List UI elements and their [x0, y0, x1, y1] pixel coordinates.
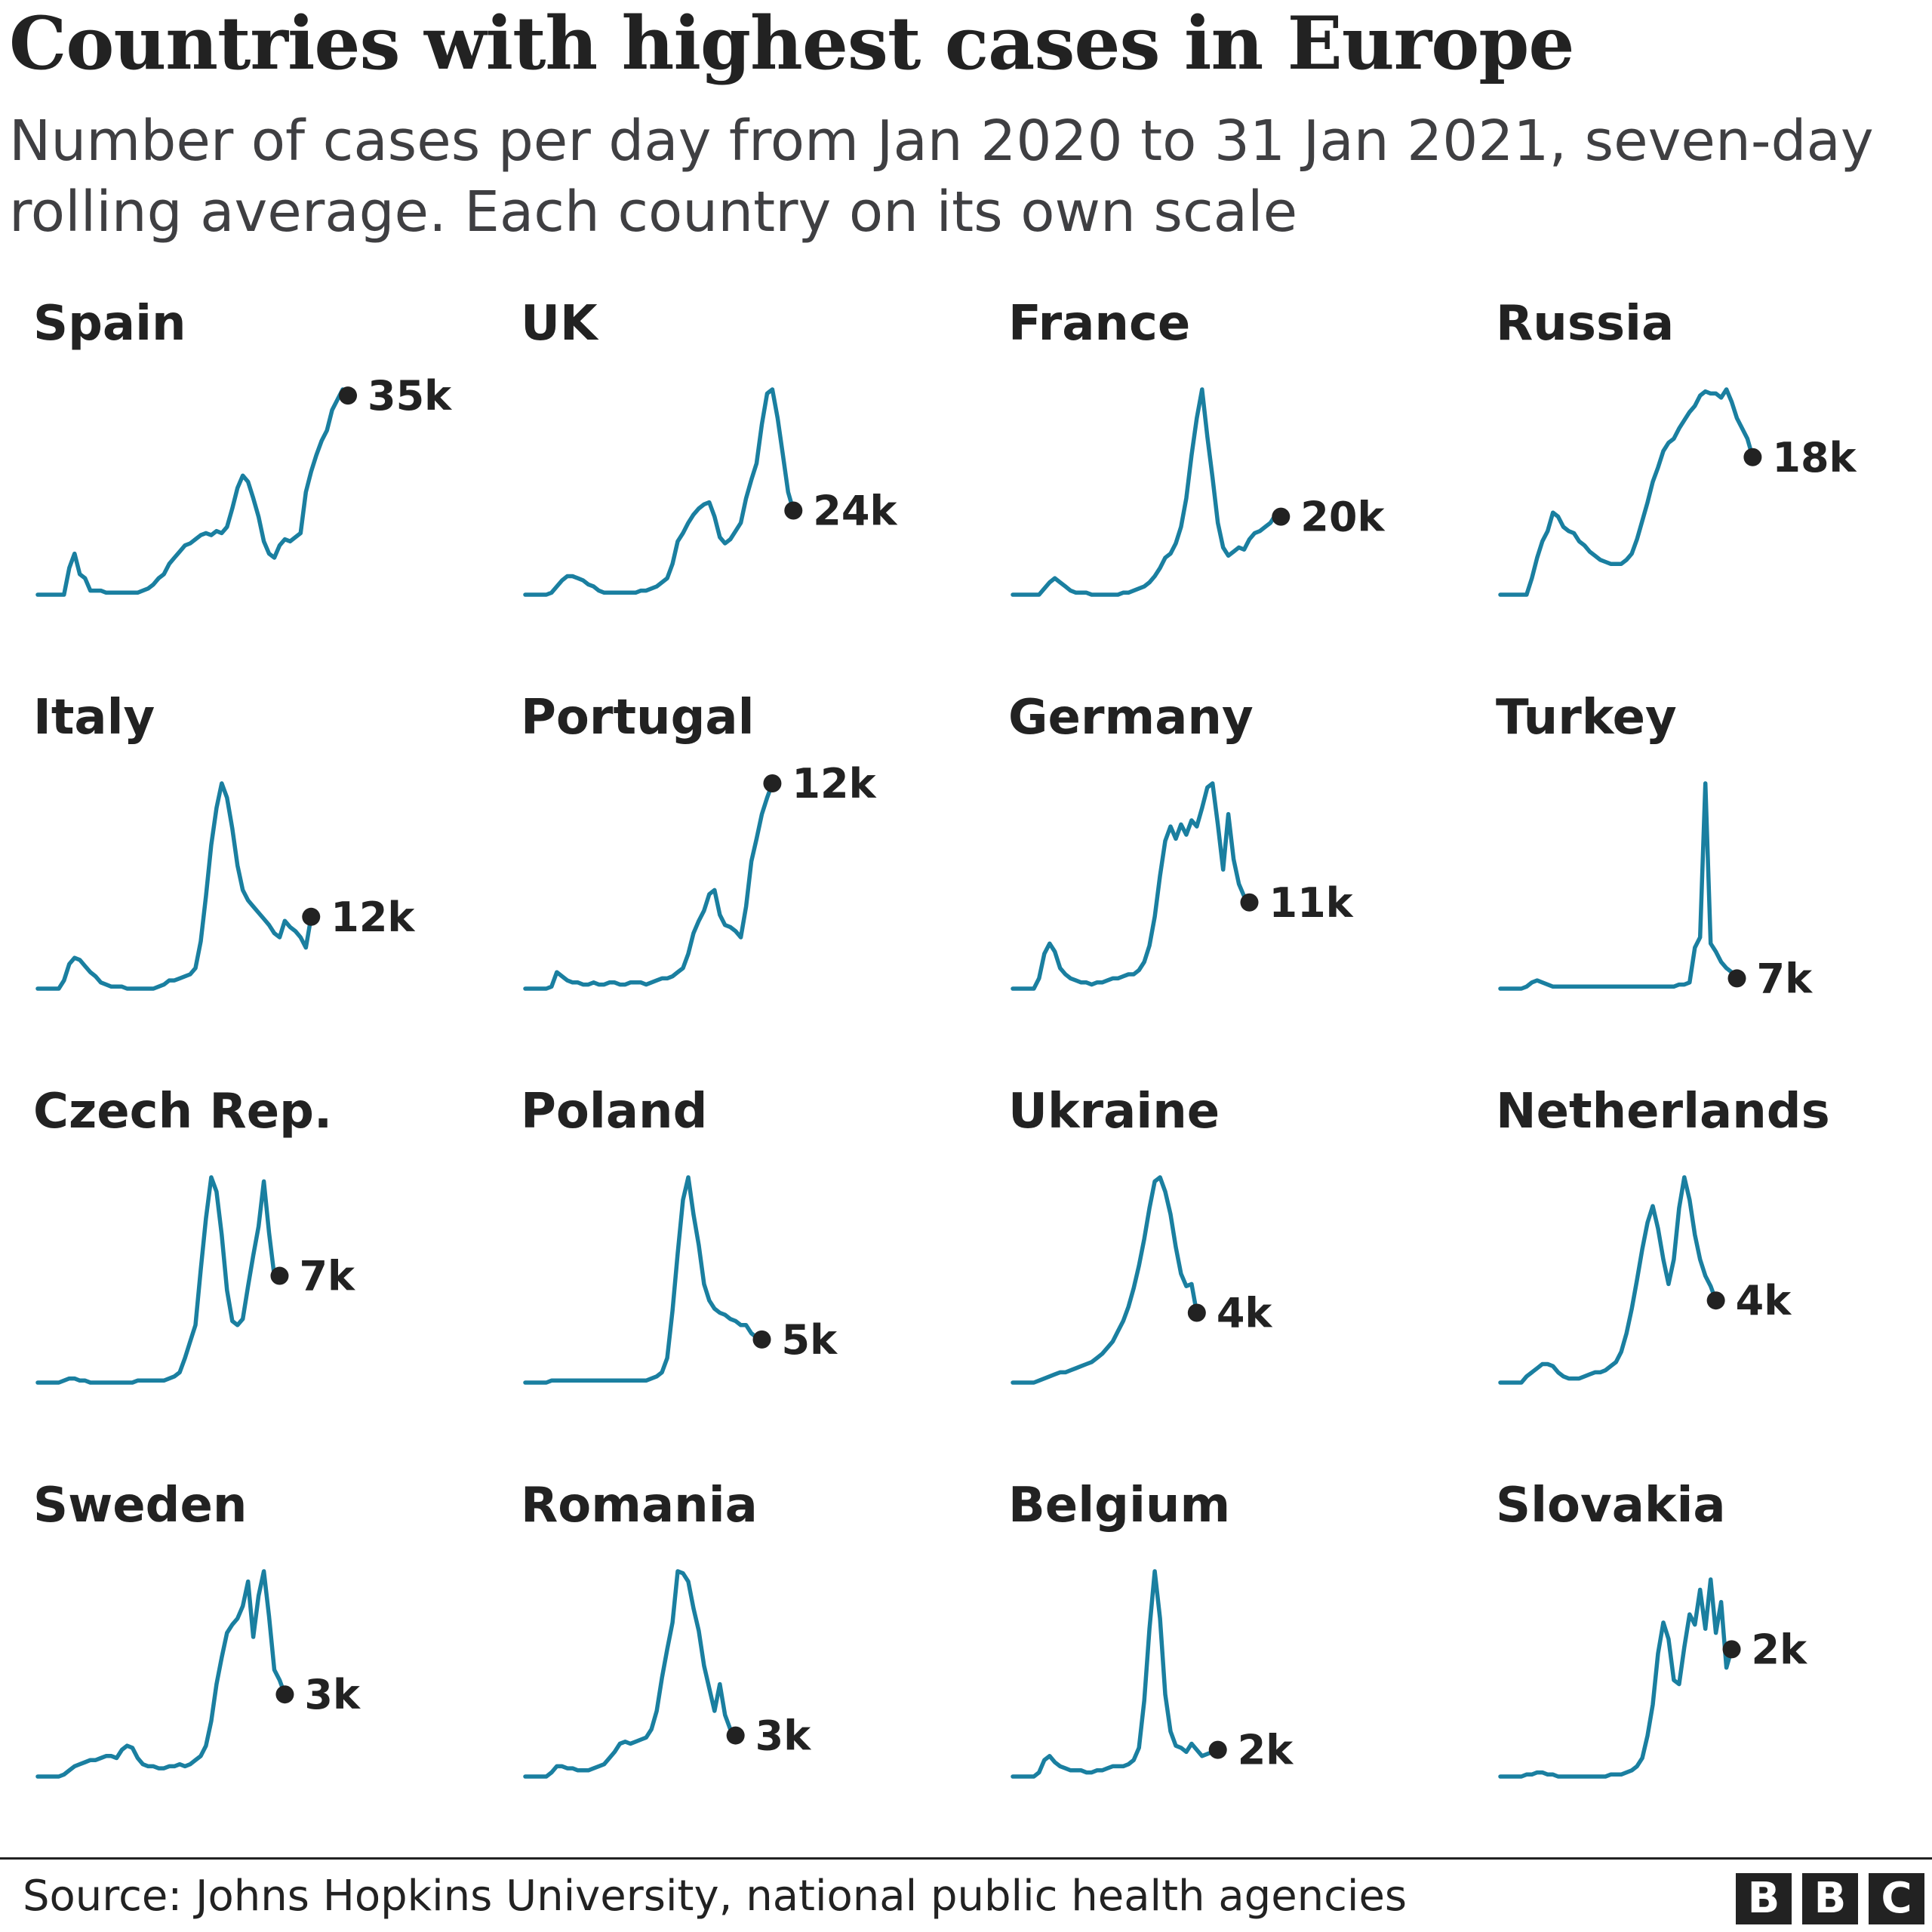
logo-letter: B [1736, 1873, 1792, 1924]
chart-subtitle: Number of cases per day from Jan 2020 to… [9, 109, 1874, 245]
latest-point-ukraine [1187, 1303, 1206, 1322]
panel-netherlands: Netherlands 4k [1496, 1084, 1830, 1385]
series-line-romania [523, 1569, 738, 1779]
latest-point-germany [1240, 893, 1259, 912]
series-line-france [1011, 387, 1284, 597]
latest-value-label-portugal: 12k [792, 760, 876, 808]
latest-point-france [1272, 507, 1291, 526]
country-label-poland: Poland [521, 1084, 707, 1140]
series-line-germany [1011, 781, 1252, 991]
latest-value-label-sweden: 3k [304, 1671, 361, 1718]
source-note: Source: Johns Hopkins University, nation… [23, 1872, 1407, 1921]
logo-letter: C [1869, 1873, 1924, 1924]
series-line-ukraine [1011, 1175, 1199, 1385]
country-label-belgium: Belgium [1008, 1478, 1230, 1534]
country-label-netherlands: Netherlands [1496, 1084, 1830, 1140]
country-label-france: France [1008, 296, 1190, 352]
latest-value-label-czech-rep: 7k [299, 1253, 355, 1300]
panel-spain: Spain 35k [33, 296, 452, 597]
latest-point-poland [752, 1330, 771, 1349]
series-line-belgium [1011, 1569, 1220, 1779]
country-label-ukraine: Ukraine [1008, 1084, 1220, 1140]
latest-point-portugal [763, 774, 782, 792]
country-label-romania: Romania [521, 1478, 758, 1534]
logo-letter: B [1802, 1873, 1858, 1924]
latest-value-label-germany: 11k [1269, 879, 1354, 927]
series-line-uk [523, 387, 796, 597]
latest-value-label-poland: 5k [782, 1316, 838, 1364]
latest-point-sweden [275, 1685, 294, 1704]
country-label-turkey: Turkey [1496, 690, 1677, 746]
latest-value-label-uk: 24k [813, 487, 897, 534]
panel-turkey: Turkey 7k [1496, 690, 1813, 1002]
panel-czech-rep: Czech Rep. 7k [33, 1084, 355, 1385]
panel-russia: Russia 18k [1496, 296, 1857, 597]
latest-value-label-france: 20k [1300, 494, 1385, 541]
country-label-sweden: Sweden [33, 1478, 247, 1534]
country-label-russia: Russia [1496, 296, 1674, 352]
latest-point-spain [339, 386, 358, 405]
series-line-spain [35, 387, 350, 597]
series-line-italy [35, 781, 314, 991]
panel-belgium: Belgium 2k [1008, 1478, 1294, 1779]
latest-value-label-slovakia: 2k [1752, 1626, 1808, 1673]
latest-point-turkey [1727, 969, 1746, 988]
latest-value-label-russia: 18k [1772, 434, 1857, 481]
country-label-germany: Germany [1008, 690, 1254, 746]
panel-romania: Romania 3k [521, 1478, 812, 1779]
bbc-logo: B B C [1736, 1873, 1924, 1924]
country-label-portugal: Portugal [521, 690, 755, 746]
latest-point-netherlands [1706, 1291, 1725, 1310]
latest-value-label-belgium: 2k [1238, 1727, 1294, 1774]
latest-value-label-romania: 3k [755, 1712, 812, 1760]
latest-value-label-ukraine: 4k [1217, 1290, 1273, 1337]
country-label-slovakia: Slovakia [1496, 1478, 1726, 1534]
latest-value-label-netherlands: 4k [1736, 1277, 1792, 1324]
panel-poland: Poland 5k [521, 1084, 838, 1385]
latest-value-label-italy: 12k [331, 894, 415, 941]
panel-sweden: Sweden 3k [33, 1478, 361, 1779]
panel-slovakia: Slovakia 2k [1496, 1478, 1808, 1779]
latest-point-italy [302, 907, 321, 926]
latest-point-czech-rep [270, 1266, 289, 1285]
latest-point-slovakia [1722, 1640, 1741, 1659]
country-label-uk: UK [521, 296, 599, 352]
country-label-spain: Spain [33, 296, 186, 352]
series-line-russia [1498, 387, 1755, 597]
panel-italy: Italy 12k [33, 690, 415, 991]
series-line-netherlands [1498, 1175, 1718, 1385]
series-line-slovakia [1498, 1577, 1734, 1779]
panel-france: France 20k [1008, 296, 1385, 597]
footer-divider [0, 1857, 1932, 1860]
chart-title: Countries with highest cases in Europe [9, 1, 1574, 86]
series-line-poland [523, 1175, 764, 1385]
latest-value-label-turkey: 7k [1757, 955, 1814, 1002]
latest-value-label-spain: 35k [368, 372, 452, 420]
latest-point-uk [784, 501, 803, 520]
latest-point-romania [726, 1726, 745, 1745]
series-line-portugal [523, 781, 775, 991]
series-line-turkey [1498, 781, 1740, 991]
series-line-sweden [35, 1569, 288, 1779]
panel-uk: UK 24k [521, 296, 897, 597]
latest-point-belgium [1208, 1740, 1227, 1759]
country-label-czech-rep: Czech Rep. [33, 1084, 332, 1140]
panel-ukraine: Ukraine 4k [1008, 1084, 1273, 1385]
panel-portugal: Portugal 12k [521, 690, 877, 991]
series-line-czech-rep [35, 1175, 282, 1385]
latest-point-russia [1743, 448, 1762, 466]
country-label-italy: Italy [33, 690, 155, 746]
panel-germany: Germany 11k [1008, 690, 1354, 991]
